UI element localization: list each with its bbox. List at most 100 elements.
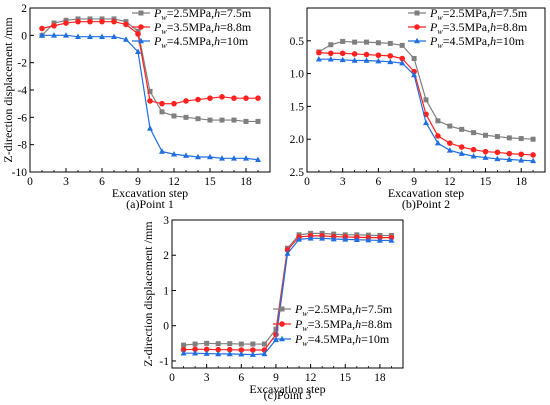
data-point (87, 18, 93, 25)
data-point (111, 18, 117, 25)
data-point (506, 135, 512, 141)
data-point (243, 95, 249, 101)
legend-hval: =7.5m (361, 302, 393, 316)
legend-value: =2.5MPa, (167, 6, 214, 20)
data-point (207, 117, 213, 123)
x-tick-label: 3 (204, 372, 210, 384)
data-point (243, 118, 249, 124)
data-point (470, 146, 477, 153)
legend-hval: =7.5m (220, 6, 252, 20)
y-tick-label: 1 (163, 285, 169, 297)
data-point (315, 55, 322, 62)
data-point (388, 237, 395, 243)
series-2 (316, 49, 536, 158)
data-point (351, 51, 358, 57)
data-point (226, 346, 233, 353)
y-tick-label: -6 (17, 112, 27, 124)
legend: Pw=2.5MPa,h=7.5mPw=3.5MPa,h=8.8mPw=4.5MP… (132, 6, 252, 50)
series-3 (315, 55, 537, 164)
x-tick-label: 12 (444, 176, 456, 188)
x-tick-label: 9 (273, 372, 279, 384)
x-tick-label: 18 (240, 176, 252, 188)
data-point (227, 341, 233, 347)
data-point (39, 32, 45, 38)
data-point (518, 151, 524, 158)
data-point (518, 136, 524, 142)
data-point (387, 58, 394, 65)
data-point (352, 39, 358, 45)
data-point (284, 250, 291, 256)
x-tick-label: 18 (515, 176, 527, 188)
legend-marker (279, 335, 285, 342)
data-point (471, 130, 477, 136)
data-point (147, 125, 153, 131)
data-point (243, 155, 249, 161)
legend-sub: w (302, 309, 308, 318)
data-point (307, 235, 314, 241)
data-point (316, 49, 322, 56)
data-point (399, 55, 406, 62)
x-tick-label: 15 (204, 176, 216, 188)
legend-p: P (294, 317, 303, 331)
series-line (318, 52, 534, 156)
legend-h: h (490, 20, 496, 34)
data-point (207, 153, 213, 160)
data-point (482, 148, 489, 155)
legend-hval: =10m (220, 34, 249, 48)
legend-sub: w (161, 41, 167, 50)
data-point (255, 95, 261, 101)
legend-h: h (214, 34, 220, 48)
data-point (375, 52, 382, 59)
data-point (181, 342, 187, 348)
chart-panel-2: 0 3 6 9 12 15 18 0.5 1.0 1.5 2.0 2.5 Excavation step… (290, 6, 546, 211)
x-tick-label: 0 (169, 372, 175, 384)
y-axis-label: Z-direction displacement /mm (141, 221, 155, 367)
data-point (203, 346, 210, 353)
data-point (375, 57, 382, 64)
data-point (219, 155, 225, 161)
data-point (207, 95, 213, 101)
data-point (470, 153, 477, 159)
data-point (296, 236, 303, 242)
legend-entry: Pw=2.5MPa,h=7.5m (153, 6, 252, 22)
legend-h: h (355, 332, 361, 346)
data-point (435, 118, 441, 124)
data-point (39, 25, 45, 32)
data-point (75, 33, 81, 39)
x-tick-label: 6 (238, 372, 244, 384)
legend: Pw=2.5MPa,h=7.5mPw=3.5MPa,h=8.8mPw=4.5MP… (273, 302, 393, 348)
data-point (494, 155, 501, 162)
legend-h: h (490, 6, 496, 20)
series-line (318, 58, 534, 162)
legend-value: =4.5MPa, (167, 34, 214, 48)
y-tick-label: 1.0 (290, 69, 305, 81)
legend-p: P (153, 6, 162, 20)
chart-panel-1: 0 3 6 9 12 15 18 2 0 -2 -4 -6 -8 -10 Excavation step(a… (1, 3, 271, 211)
legend-sub: w (437, 41, 443, 50)
data-point (250, 341, 256, 347)
legend-sub: w (161, 27, 167, 36)
data-point (447, 140, 453, 146)
series-3 (39, 32, 261, 162)
data-point (250, 347, 256, 353)
data-point (159, 148, 165, 154)
legend-p: P (429, 6, 438, 20)
data-point (411, 71, 418, 78)
data-point (63, 32, 69, 38)
data-point (180, 346, 187, 353)
x-tick-label: 6 (99, 176, 105, 188)
data-point (494, 134, 500, 140)
data-point (159, 109, 165, 115)
data-point (238, 341, 244, 347)
data-point (231, 155, 237, 161)
legend-hval: =10m (496, 34, 525, 48)
data-point (482, 154, 489, 160)
legend-h: h (490, 34, 496, 48)
legend-p: P (294, 332, 303, 346)
data-point (363, 51, 370, 58)
data-point (51, 22, 57, 29)
data-point (399, 42, 405, 48)
data-point (458, 150, 465, 156)
legend-p: P (153, 34, 162, 48)
data-point (261, 350, 268, 357)
